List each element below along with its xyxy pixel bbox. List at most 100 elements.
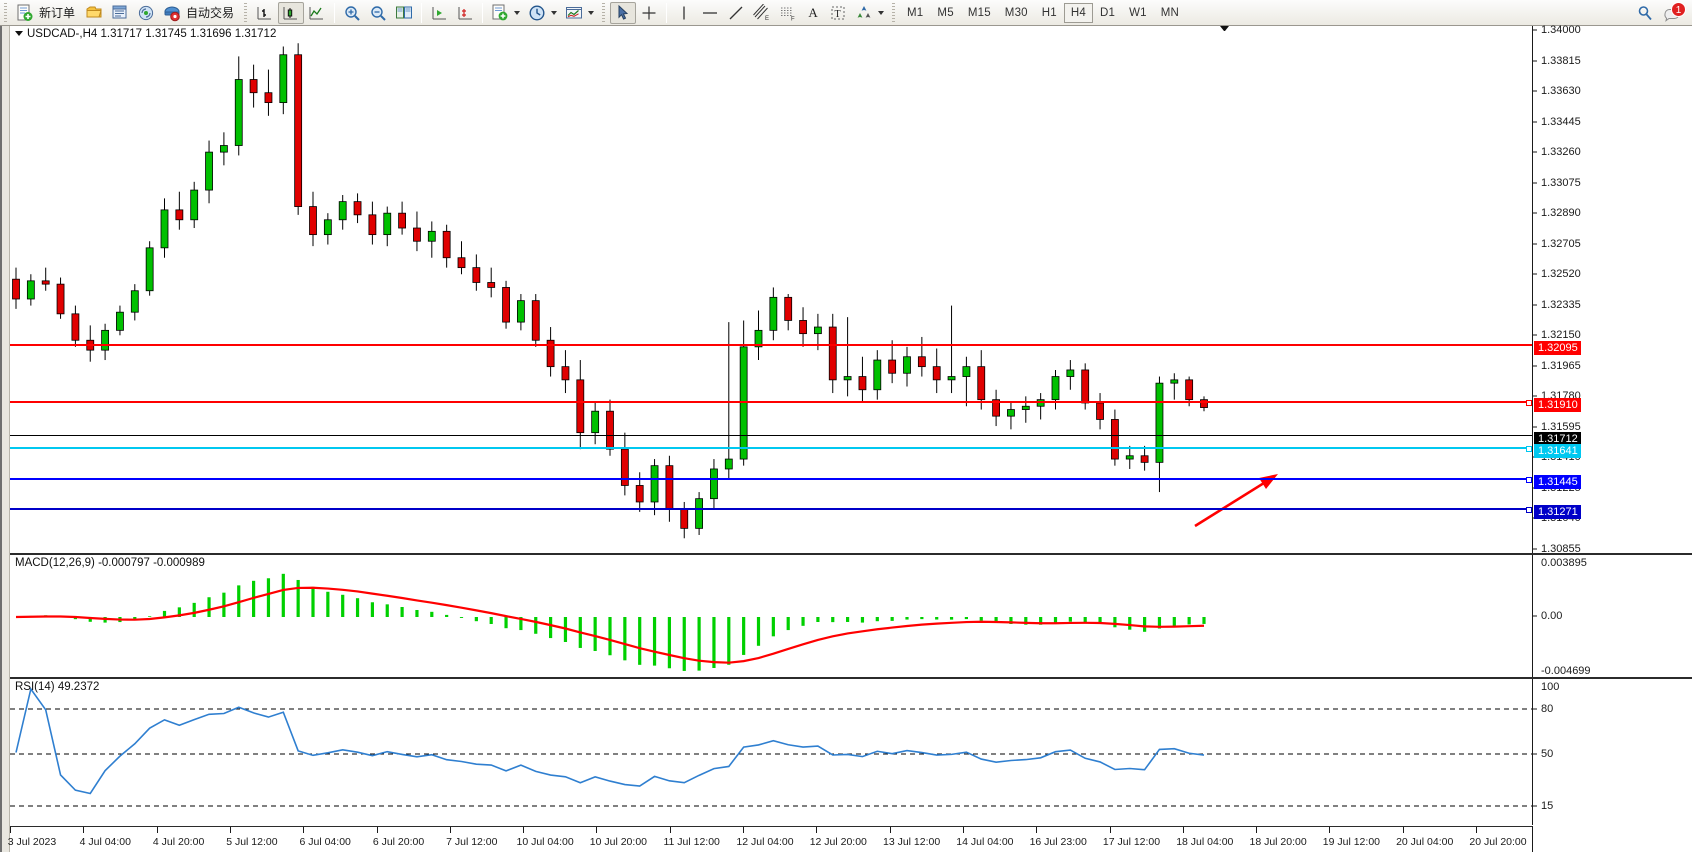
toolbar-grip-2[interactable]: [242, 2, 250, 23]
time-tick-mark: [1476, 827, 1477, 833]
timeframe-m5[interactable]: M5: [937, 6, 954, 19]
indicators-dropdown-arrow[interactable]: [588, 10, 595, 15]
bar-chart-button[interactable]: [252, 2, 278, 24]
notifications-button[interactable]: 1: [1658, 1, 1686, 24]
timeframe-w1[interactable]: W1: [1129, 6, 1147, 19]
time-tick-mark: [1402, 827, 1404, 833]
new-chart-button[interactable]: [487, 2, 524, 24]
new-order-button[interactable]: 新订单: [12, 2, 81, 24]
tile-windows-button[interactable]: [391, 2, 417, 24]
time-tick-label: 12 Jul 20:00: [809, 836, 867, 848]
fibonacci-tool-button[interactable]: F: [775, 2, 801, 24]
toolbar-grip[interactable]: [2, 2, 9, 23]
zoom-out-button[interactable]: [365, 2, 391, 24]
price-tag-resistance-1-32095[interactable]: 1.32095: [1534, 341, 1581, 355]
chart-left-strip[interactable]: [2, 26, 10, 852]
indicators-icon: [566, 6, 583, 18]
level-line-1-31445[interactable]: [10, 477, 1532, 483]
arrows-tool-button[interactable]: [851, 2, 888, 24]
price-axis[interactable]: 1.34000 1.33815 1.33630 1.33445 1.33260 1.330…: [1532, 24, 1692, 555]
level-line-1-31910[interactable]: [10, 400, 1532, 406]
period-dropdown-arrow[interactable]: [551, 10, 558, 15]
horizontal-line-tool-button[interactable]: [697, 2, 723, 24]
candle-body: [145, 247, 154, 292]
terminal-button[interactable]: [107, 2, 133, 24]
zoom-in-button[interactable]: [339, 2, 365, 24]
notification-badge: 1: [1671, 1, 1686, 17]
price-plot-area[interactable]: [10, 26, 1532, 553]
signals-button[interactable]: [133, 2, 159, 24]
text-tool-button[interactable]: A: [801, 2, 825, 24]
price-tag-resistance-1-31910[interactable]: 1.31910: [1534, 398, 1581, 412]
time-tick-label: 10 Jul 04:00: [516, 836, 574, 848]
macd-axis[interactable]: 0.003895 0.00 -0.004699: [1532, 555, 1692, 677]
time-tick-mark: [596, 827, 598, 833]
macd-tick-zero: 0.00: [1541, 610, 1563, 622]
toolbar-grip-4[interactable]: [890, 2, 898, 23]
cursor-tool-button[interactable]: [610, 1, 637, 24]
arrows-dropdown-arrow[interactable]: [878, 10, 885, 15]
candle-body: [472, 267, 481, 283]
level-handle-1-31910[interactable]: [1526, 400, 1532, 406]
timeframe-m30[interactable]: M30: [1004, 6, 1028, 19]
autotrading-button[interactable]: 自动交易: [159, 2, 240, 24]
indicators-button[interactable]: [561, 2, 598, 24]
trendline-tool-button[interactable]: [723, 2, 749, 24]
autotrading-icon: [164, 5, 180, 21]
timeframe-mn[interactable]: MN: [1160, 6, 1180, 19]
candle-body: [190, 189, 199, 221]
channel-icon: E: [753, 3, 769, 22]
text-label-tool-button[interactable]: T: [825, 2, 851, 24]
timeframe-m15[interactable]: M15: [967, 6, 991, 19]
price-tag-support-1-31271[interactable]: 1.31271: [1534, 505, 1581, 519]
timeframe-h1[interactable]: H1: [1041, 6, 1057, 19]
candlestick-chart-button[interactable]: [278, 1, 305, 24]
price-tag-support-1-31641[interactable]: 1.31641: [1534, 444, 1581, 458]
level-handle-1-31641[interactable]: [1526, 446, 1532, 452]
equidistant-channel-tool-button[interactable]: E: [749, 2, 775, 24]
candle-body: [977, 366, 986, 401]
time-tick-label: 11 Jul 12:00: [663, 836, 720, 848]
rsi-plot-area[interactable]: [10, 679, 1532, 825]
chart-shift-button[interactable]: [452, 2, 478, 24]
search-button[interactable]: [1632, 2, 1658, 24]
period-button[interactable]: [524, 2, 561, 24]
rsi-axis[interactable]: 100 80 50 15: [1532, 679, 1692, 825]
time-tick-mark: [1256, 827, 1258, 833]
level-line-1-31271[interactable]: [10, 507, 1532, 513]
candle-body: [769, 296, 778, 331]
level-handle-1-31445[interactable]: [1526, 477, 1532, 483]
level-handle-1-31271[interactable]: [1526, 507, 1532, 513]
level-line-1-32095[interactable]: [10, 344, 1532, 346]
timeframe-d1[interactable]: D1: [1100, 6, 1116, 19]
time-axis[interactable]: 3 Jul 2023 4 Jul 04:00 4 Jul 20:00 5 Jul 12…: [8, 826, 1532, 852]
price-tick-1-32335: 1.32335: [1541, 298, 1581, 311]
level-line-1-31641[interactable]: [10, 446, 1532, 452]
new-chart-dropdown-arrow[interactable]: [514, 10, 521, 15]
autoscroll-button[interactable]: [426, 2, 452, 24]
profiles-button[interactable]: [81, 2, 107, 24]
search-icon: [1638, 5, 1652, 20]
line-chart-button[interactable]: [304, 2, 330, 24]
candle-body: [323, 219, 332, 236]
candle-body: [546, 339, 555, 368]
price-tag-current-price-1-31712[interactable]: 1.31712: [1534, 432, 1581, 446]
toolbar-grip-3[interactable]: [600, 2, 608, 23]
price-tick-1-30855: 1.30855: [1541, 543, 1581, 555]
vertical-line-tool-button[interactable]: [671, 2, 697, 24]
crosshair-tool-button[interactable]: [636, 2, 662, 24]
macd-series: [15, 573, 1206, 671]
timeframe-m1[interactable]: M1: [907, 6, 924, 19]
chart-collapse-arrow-icon[interactable]: [15, 31, 23, 37]
price-tag-support-1-31445[interactable]: 1.31445: [1534, 475, 1581, 489]
macd-plot-area[interactable]: [10, 555, 1532, 677]
candle-body: [531, 300, 540, 341]
time-tick-label: 19 Jul 12:00: [1322, 836, 1380, 848]
clock-icon: [529, 4, 545, 21]
window-icon: [112, 5, 127, 18]
candle-body: [680, 508, 689, 529]
chart-shift-icon: [458, 6, 473, 19]
price-tick-mark: [1533, 29, 1537, 31]
price-tick-mark: [1533, 121, 1537, 123]
timeframe-h4[interactable]: H4: [1063, 2, 1093, 23]
